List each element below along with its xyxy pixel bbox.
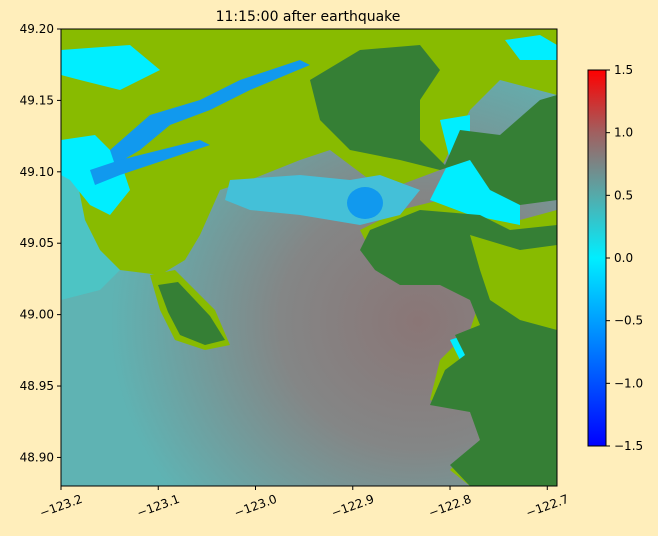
x-axis: −123.2 −123.1 −123.0 −122.9 −122.8 −122.7 (38, 486, 571, 520)
colorbar-ticks: −1.5 −1.0 −0.5 0.0 0.5 1.0 1.5 (606, 63, 643, 453)
x-tick-label: −123.2 (38, 492, 85, 520)
dry-patch-north (61, 45, 160, 90)
colorbar-gradient (587, 69, 607, 447)
x-tick-label: −123.1 (135, 492, 182, 520)
highland-point-roberts (158, 282, 225, 345)
chart-title: 11:15:00 after earthquake (216, 9, 401, 25)
y-tick-label: 49.15 (20, 93, 54, 107)
map-plot (61, 29, 557, 486)
colorbar-tick-label: 0.0 (614, 251, 633, 265)
y-tick-label: 48.95 (20, 379, 54, 393)
x-tick-label: −123.0 (232, 492, 279, 520)
x-tick-label: −122.7 (524, 492, 571, 520)
dry-patch-ne (505, 35, 557, 60)
y-tick-label: 49.20 (20, 22, 54, 36)
y-tick-label: 49.05 (20, 236, 54, 250)
y-tick-label: 48.90 (20, 450, 54, 464)
lowland-east-fringe (470, 235, 557, 330)
colorbar: −1.5 −1.0 −0.5 0.0 0.5 1.0 1.5 (587, 63, 643, 453)
bay-low-water (347, 187, 383, 219)
y-axis: 48.90 48.95 49.00 49.05 49.10 49.15 49.20 (20, 22, 61, 464)
y-tick-label: 49.00 (20, 308, 54, 322)
colorbar-tick-label: 1.0 (614, 126, 633, 140)
lowland-north (61, 29, 557, 275)
colorbar-tick-label: −0.5 (614, 314, 643, 328)
y-tick-label: 49.10 (20, 165, 54, 179)
x-tick-label: −122.8 (427, 492, 474, 520)
x-tick-label: −122.9 (329, 492, 376, 520)
fraser-river-main (110, 60, 310, 165)
colorbar-tick-label: −1.0 (614, 376, 643, 390)
colorbar-tick-label: 1.5 (614, 63, 633, 77)
colorbar-tick-label: 0.5 (614, 188, 633, 202)
highland-northeast (310, 45, 557, 205)
dry-patch-east (430, 115, 520, 225)
colorbar-tick-label: −1.5 (614, 439, 643, 453)
plot-frame (60, 28, 558, 487)
fraser-river-south-arm (90, 140, 210, 185)
